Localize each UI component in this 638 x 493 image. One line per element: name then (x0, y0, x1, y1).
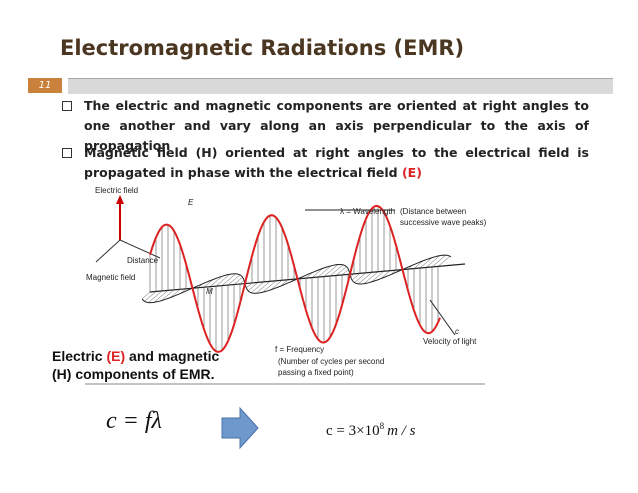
hatch (425, 255, 440, 268)
caption: (H) components of EMR. (52, 366, 215, 382)
hatch (270, 280, 283, 291)
hatch (233, 277, 243, 285)
hatch (239, 280, 245, 285)
hatch (323, 264, 339, 277)
label: successive wave peaks) (400, 218, 487, 227)
hatch (144, 291, 157, 302)
magnetic-axis (95, 239, 121, 263)
hatch (209, 276, 223, 287)
caption-highlight: (E) (106, 348, 126, 364)
hatch (329, 264, 344, 277)
hatch (317, 265, 332, 278)
hatch (354, 272, 367, 283)
hatch (221, 273, 236, 286)
hatch (371, 271, 385, 283)
caption-text: and magnetic (125, 348, 220, 364)
hatch (335, 266, 347, 276)
header-bar (68, 78, 613, 94)
arrow (221, 406, 259, 450)
hatch (380, 270, 391, 280)
propagation-axis (149, 263, 466, 293)
label: passing a fixed point) (278, 368, 354, 377)
hatch (413, 260, 424, 269)
bullet-box (62, 101, 72, 111)
velocity-arrow (429, 299, 456, 336)
label: c (455, 327, 459, 336)
caption-text: Electric (52, 348, 107, 364)
hatch (251, 281, 265, 293)
hatch (246, 282, 253, 289)
waves (141, 204, 452, 353)
equation-exponent: 8 (379, 421, 385, 431)
electric-wave (149, 204, 441, 353)
hatch (358, 272, 373, 285)
bullet-highlight: (E) (401, 165, 422, 180)
hatch (148, 290, 163, 303)
hatch (363, 271, 379, 284)
hatch (280, 279, 289, 287)
equation: c = fλ (106, 408, 162, 434)
magnetic-wave (141, 254, 452, 304)
hatch (170, 289, 181, 298)
hatch (153, 290, 169, 303)
hatch (215, 274, 230, 287)
label: λ = Wavelength (340, 207, 395, 216)
hatch (161, 289, 175, 301)
hatch (255, 281, 271, 294)
hatch (437, 256, 451, 267)
label: M (206, 287, 213, 296)
hatch (431, 254, 446, 268)
hatch (141, 291, 151, 299)
equation-unit: m / s (387, 423, 416, 439)
label: f = Frequency (275, 345, 324, 354)
label: E (188, 198, 194, 207)
label: Distance (127, 256, 159, 265)
hatch (351, 273, 361, 281)
equation: c = 3×108 m / s (326, 421, 415, 440)
bullet: The electric and magnetic components are… (62, 96, 589, 156)
label: Velocity of light (423, 337, 477, 346)
bullet-text: Magnetic field (H) oriented at right ang… (84, 145, 589, 180)
hatch (247, 282, 259, 292)
label: Magnetic field (86, 273, 135, 282)
bullet-box (62, 148, 72, 158)
bullet: Magnetic field (H) oriented at right ang… (62, 143, 589, 183)
slide-number: 11 (28, 78, 62, 93)
hatch (350, 273, 355, 277)
equation-base: c = 3×10 (326, 423, 380, 439)
hatch (203, 279, 214, 288)
slide-title: Electromagnetic Radiations (EMR) (60, 36, 465, 60)
caption: Electric (E) and magnetic (52, 348, 219, 364)
distance-axis (119, 239, 161, 259)
label: Electric field (95, 186, 138, 195)
hatch (227, 274, 241, 286)
bullet-text: The electric and magnetic components are… (84, 98, 589, 153)
label: (Number of cycles per second (278, 357, 384, 366)
hatch (419, 257, 433, 269)
hatch (311, 268, 323, 278)
hatch (341, 269, 349, 276)
hatch (262, 280, 277, 293)
label: (Distance between (400, 207, 466, 216)
arrow-head (116, 195, 124, 204)
